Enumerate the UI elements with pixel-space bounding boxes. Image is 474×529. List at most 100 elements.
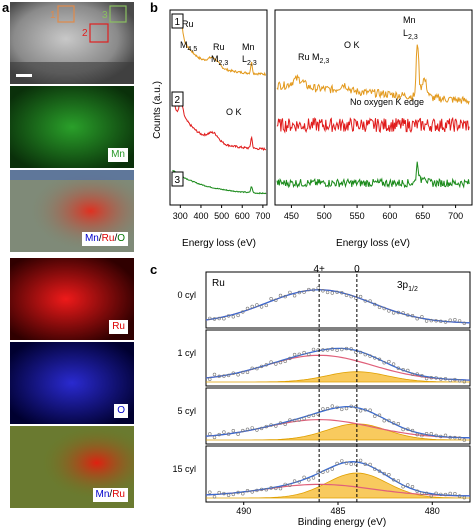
panel-b-chart: 300 400 500 600 700 1 2 3 Ru M4,5 Ru M2,3 Mn… [152, 9, 473, 249]
c-data-point [269, 423, 273, 427]
c-data-point [264, 363, 268, 367]
c-data-point [429, 432, 433, 436]
c-data-point [241, 370, 245, 375]
mn-ru-map-label: Mn/Ru [92, 488, 128, 502]
roi-box-3 [109, 5, 127, 23]
c-data-point [316, 470, 320, 474]
series-2-label: 2 [175, 95, 181, 106]
b-right-plot-frame [274, 9, 473, 206]
c-data-point [453, 492, 457, 496]
c-data-point [363, 408, 367, 412]
c-data-point [222, 374, 226, 378]
c-data-point [278, 486, 283, 491]
c-data-point [424, 491, 429, 495]
mn-ru-o-overlay-map: Mn/Ru/O [10, 170, 134, 252]
c-data-point [373, 302, 377, 307]
c-data-point [391, 362, 396, 366]
anno-m45-main: M [180, 40, 188, 50]
label-part-slash: / [109, 489, 113, 500]
c-data-point [387, 418, 391, 423]
c-data-point [307, 287, 311, 292]
c-data-point [236, 373, 240, 377]
c-data-point [420, 374, 424, 378]
b-left-xlabel: Energy loss (eV) [182, 238, 256, 249]
anno-m23: M2,3 [211, 54, 228, 67]
c-series-label-0: 0 cyl [177, 290, 196, 300]
anno-m23-main: M [211, 54, 219, 64]
c-data-point [415, 432, 419, 437]
c-data-point [391, 311, 396, 315]
c-data-point [231, 315, 236, 319]
c-data-point [439, 377, 443, 381]
c-data-point [387, 309, 391, 313]
c-data-point [278, 421, 283, 425]
b-left-series-2-line [172, 96, 267, 151]
c-data-point [241, 310, 245, 314]
c-data-point [410, 428, 415, 433]
b-left-xtick-label: 400 [193, 211, 208, 221]
c-data-point [231, 429, 236, 433]
c-data-point [316, 286, 320, 290]
b-left-xtick-label: 600 [235, 211, 250, 221]
c-data-point [236, 490, 240, 495]
scale-bar [16, 74, 32, 77]
c-data-point [406, 368, 410, 373]
c-xlabel: Binding energy (eV) [298, 517, 386, 528]
c-data-point [226, 432, 231, 436]
c-data-point [274, 362, 278, 366]
c-data-point [250, 304, 254, 309]
b-left-xtick-label: 500 [214, 211, 229, 221]
b-right-series-3-line [276, 161, 470, 189]
c-element-label: Ru [212, 278, 225, 289]
c-data-point [373, 467, 377, 471]
b-left-xtick-label: 300 [173, 211, 188, 221]
c-data-point [259, 364, 264, 369]
c-data-point [212, 372, 217, 377]
ref-line-label-4plus: 4+ [313, 264, 325, 275]
c-data-point [325, 348, 330, 352]
c-data-point [222, 491, 226, 496]
c-data-point [358, 458, 363, 463]
c-data-point [424, 376, 429, 381]
b-left-series-3-line [172, 169, 267, 195]
label-part-o: O [117, 233, 125, 244]
c-data-point [255, 488, 259, 493]
c-data-point [439, 434, 443, 439]
b-right-series-1-line [276, 44, 470, 106]
c-data-point [363, 299, 367, 303]
b-right-series-2-line [276, 116, 470, 134]
b-right-xtick-label: 450 [284, 211, 299, 221]
c-data-point [307, 352, 311, 357]
c-ru4-component [205, 289, 471, 324]
c-data-point [222, 317, 226, 321]
c-data-point [396, 422, 400, 426]
o-map-label: O [114, 404, 128, 418]
c-orbital-main: 3p [397, 280, 409, 291]
b-right-xtick-label: 500 [317, 211, 332, 221]
c-data-point [349, 462, 353, 466]
anno-rum23-right-main: Ru M [298, 52, 320, 62]
c-data-point [396, 310, 400, 315]
anno-rum23-right: Ru M2,3 [298, 52, 329, 65]
c-data-point [307, 478, 311, 482]
c-subplot-frame [205, 271, 471, 329]
c-data-point [269, 297, 273, 301]
c-data-point [292, 479, 297, 483]
c-data-point [382, 471, 386, 476]
c-data-point [311, 413, 316, 418]
c-data-point [226, 373, 231, 378]
c-data-point [368, 462, 372, 467]
c-data-point [406, 313, 410, 317]
c-data-point [340, 407, 344, 412]
c-data-point [288, 483, 292, 487]
c-xtick-label: 480 [425, 506, 440, 516]
c-data-point [439, 319, 443, 323]
c-data-point [448, 378, 452, 383]
c-data-point [443, 320, 448, 324]
c-data-point [321, 407, 325, 411]
roi-label-2: 2 [82, 28, 88, 39]
c-data-point [349, 347, 353, 351]
c-data-point [443, 433, 448, 437]
c-data-point [245, 427, 250, 431]
c-data-point [401, 368, 405, 372]
